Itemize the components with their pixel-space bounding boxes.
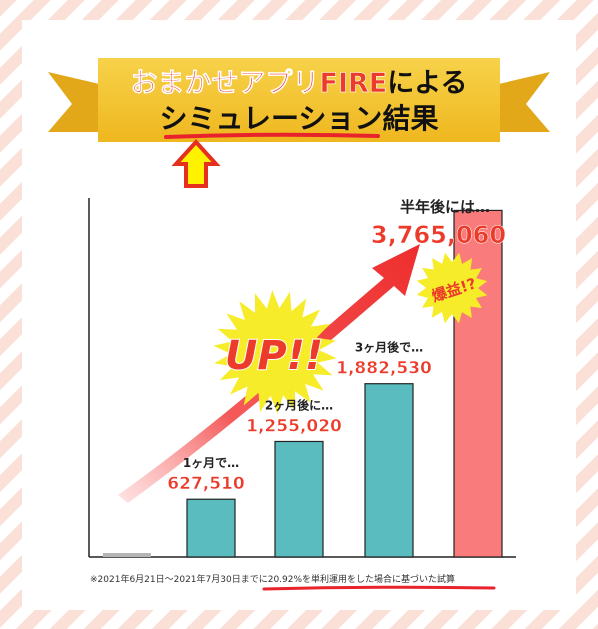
footnote-underline <box>262 585 496 591</box>
value-label-4: 3,765,060円 <box>371 221 519 249</box>
title-banner: おまかせアプリFIREによる シミュレーション結果 <box>48 58 550 142</box>
category-label-3: 3ヶ月後で… <box>355 340 423 355</box>
footnote-prefix: ※2021年6月21日〜2021年7月30日までに <box>90 573 268 585</box>
value-unit-1: 円 <box>245 480 255 492</box>
bar-0 <box>103 553 151 557</box>
banner-subtitle-underlined: シミュレーション <box>160 102 383 135</box>
category-label-4: 半年後には… <box>400 198 490 216</box>
ribbon-body <box>98 58 500 142</box>
value-unit-2: 円 <box>342 422 352 434</box>
chart-area: UP!! 1ヶ月で…627,510円2ヶ月後に…1,255,020円3ヶ月後で…… <box>88 198 519 558</box>
ribbon-left-tail <box>48 72 108 132</box>
value-labels: 1ヶ月で…627,510円2ヶ月後に…1,255,020円3ヶ月後で…1,882… <box>167 198 519 494</box>
value-number-4: 3,765,060 <box>371 221 506 249</box>
bar-3 <box>364 383 414 558</box>
value-label-1: 627,510円 <box>167 474 254 494</box>
burst-badge: 爆益!? <box>416 252 488 324</box>
bar-2 <box>274 440 324 558</box>
up-starburst-icon <box>213 290 337 414</box>
svg-text:※2021年6月21日〜2021年7月30日までに20.92: ※2021年6月21日〜2021年7月30日までに20.92%を単利運用をした場… <box>90 573 455 585</box>
category-label-2: 2ヶ月後に… <box>265 397 333 412</box>
svg-text:シミュレーション結果: シミュレーション結果 <box>160 102 439 135</box>
value-unit-4: 円 <box>506 232 519 247</box>
banner-title-highlight: おまかせアプリFIRE <box>131 68 388 99</box>
growth-arrow <box>118 244 420 503</box>
value-number-3: 1,882,530 <box>336 359 432 379</box>
value-unit-3: 円 <box>432 365 442 377</box>
growth-arrow-icon <box>118 244 420 503</box>
banner-title-rest: による <box>387 68 467 99</box>
up-arrow-icon <box>171 139 221 188</box>
up-badge: UP!! <box>213 290 337 414</box>
category-label-1: 1ヶ月で… <box>183 456 239 470</box>
svg-text:おまかせアプリFIREによる: おまかせアプリFIREによる <box>131 68 468 99</box>
value-label-3: 1,882,530円 <box>336 359 442 379</box>
banner-subtitle-rest: 結果 <box>382 102 438 135</box>
value-number-1: 627,510 <box>167 474 245 494</box>
up-badge-label: UP!! <box>225 333 323 379</box>
footnote-underlined: 20.92%を単利運用をした場合に基づいた試算 <box>268 573 455 585</box>
value-label-2: 1,255,020円 <box>246 416 352 436</box>
bar-1 <box>186 498 236 558</box>
value-number-2: 1,255,020 <box>246 416 342 436</box>
burst-starburst-icon <box>416 252 488 324</box>
ribbon-right-tail <box>490 72 550 132</box>
banner-underline <box>164 132 380 139</box>
